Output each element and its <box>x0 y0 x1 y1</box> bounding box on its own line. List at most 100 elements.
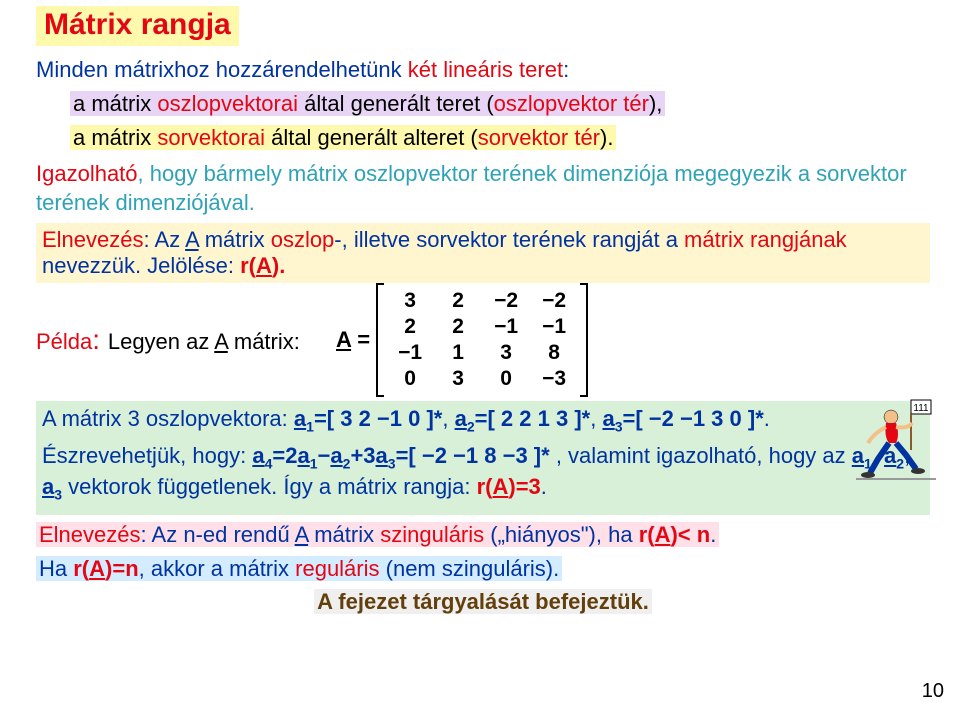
matrix-cell: 2 <box>386 315 434 339</box>
text: a <box>330 443 342 468</box>
matrix-cell: 3 <box>434 367 482 391</box>
text: Példa <box>36 329 92 354</box>
text: 3 <box>54 487 62 503</box>
text: A <box>295 522 308 547</box>
text: két lineáris teret <box>408 57 563 82</box>
text: a <box>252 443 264 468</box>
matrix: 32−2−222−1−1−1138030−3 <box>376 285 588 395</box>
text: mátrix <box>308 522 380 547</box>
text: a <box>297 443 309 468</box>
text: , <box>442 406 454 431</box>
text: a <box>376 443 388 468</box>
matrix-cell: 3 <box>482 341 530 365</box>
text: , hogy bármely mátrix oszlopvektor terén… <box>36 161 907 214</box>
matrix-cell: 2 <box>434 315 482 339</box>
matrix-cell: −1 <box>530 315 578 339</box>
example-row: Példa: Legyen az A mátrix: A = 32−2−222−… <box>36 285 930 395</box>
text: Igazolható <box>36 161 138 186</box>
text: által generált teret ( <box>304 91 494 116</box>
text: mátrix <box>199 227 271 252</box>
text: A <box>655 522 671 547</box>
text: A <box>214 329 227 354</box>
text: 1 <box>306 418 314 434</box>
text: =[ −2 −1 8 −3 ]* <box>396 443 556 468</box>
text: által generált alteret ( <box>271 125 478 150</box>
text: − <box>318 443 331 468</box>
def-col-space: a mátrix oszlopvektorai által generált t… <box>36 90 930 118</box>
text: Jelölése: <box>147 253 240 278</box>
text: =[ 2 2 1 3 ]* <box>475 406 591 431</box>
slide: Mátrix rangja Minden mátrixhoz hozzárend… <box>0 0 960 625</box>
matrix-cell: −2 <box>530 289 578 313</box>
text: = <box>351 327 370 352</box>
matrix-cell: 8 <box>530 341 578 365</box>
text: Elnevezés <box>39 522 141 547</box>
text: A <box>89 556 105 581</box>
def-row-space: a mátrix sorvektorai által generált alte… <box>36 124 930 152</box>
text: )< n <box>670 522 710 547</box>
matrix-cell: 0 <box>386 367 434 391</box>
text: a mátrix <box>73 91 157 116</box>
matrix-cell: −1 <box>386 341 434 365</box>
text: oszlop <box>271 227 335 252</box>
text: r( <box>240 253 256 278</box>
regular-line: Ha r(A)=n, akkor a mátrix reguláris (nem… <box>36 555 930 583</box>
text: A <box>336 327 351 352</box>
naming-block: Elnevezés: Az A mátrix oszlop-, illetve … <box>36 223 930 283</box>
text: A <box>492 474 508 499</box>
text: mátrix: <box>228 329 300 354</box>
page-number: 10 <box>922 680 944 703</box>
singular-line: Elnevezés: Az n-ed rendű A mátrix szingu… <box>36 521 930 549</box>
text: )=3 <box>508 474 540 499</box>
text: : Az n-ed rendű <box>141 522 295 547</box>
text: , valamint igazolható, hogy az <box>556 443 852 468</box>
text: mátrix rangjának <box>684 227 847 252</box>
text: a <box>455 406 467 431</box>
text: reguláris <box>295 556 379 581</box>
text: . <box>710 522 716 547</box>
text: a <box>602 406 614 431</box>
text: 1 <box>310 455 318 471</box>
text: r( <box>73 556 89 581</box>
text: a <box>42 474 54 499</box>
text: (nem szinguláris). <box>380 556 560 581</box>
text: 2 <box>467 418 475 434</box>
text: („hiányos"), ha <box>484 522 639 547</box>
text: oszlopvektor tér <box>494 91 649 116</box>
text: )=n <box>105 556 139 581</box>
text: a <box>666 227 684 252</box>
intro-line: Minden mátrixhoz hozzárendelhetünk két l… <box>36 56 930 84</box>
text: r( <box>639 522 655 547</box>
text: ). <box>600 125 613 150</box>
text: A <box>256 253 272 278</box>
text: sorvektorai <box>157 125 271 150</box>
runner-icon: 111 <box>856 395 936 485</box>
text: szinguláris <box>380 522 484 547</box>
text: =2 <box>272 443 297 468</box>
text: Elnevezés <box>42 227 144 252</box>
text: Legyen az <box>108 329 214 354</box>
text: , akkor a mátrix <box>139 556 295 581</box>
text: : <box>563 57 569 82</box>
text: Ha <box>39 556 73 581</box>
text: -, illetve <box>334 227 416 252</box>
theorem: Igazolható, hogy bármely mátrix oszlopve… <box>36 160 930 216</box>
text: Észrevehetjük, hogy: <box>42 443 252 468</box>
text: , <box>590 406 602 431</box>
text: 3 <box>615 418 623 434</box>
text: A <box>185 227 198 252</box>
footer-text: A fejezet tárgyalását befejeztük. <box>314 589 652 614</box>
matrix-cell: 2 <box>434 289 482 313</box>
columns-block: A mátrix 3 oszlopvektora: a1=[ 3 2 −1 0 … <box>36 401 930 515</box>
text: oszlopvektorai <box>157 91 304 116</box>
text: : Az <box>144 227 186 252</box>
matrix-cell: 3 <box>386 289 434 313</box>
text: a mátrix <box>73 125 157 150</box>
text: : <box>92 324 108 355</box>
text: Minden mátrixhoz hozzárendelhetünk <box>36 57 408 82</box>
text: =[ 3 2 −1 0 ]* <box>314 406 442 431</box>
text: a <box>294 406 306 431</box>
matrix-label: A = <box>336 327 370 353</box>
text: sorvektor terének rangját <box>416 227 665 252</box>
svg-text:111: 111 <box>913 403 929 414</box>
